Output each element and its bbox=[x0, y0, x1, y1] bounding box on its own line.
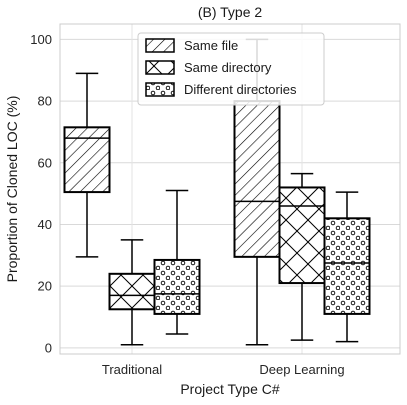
legend-label: Same directory bbox=[184, 60, 272, 75]
box-body bbox=[323, 217, 371, 315]
x-tick-label: Traditional bbox=[102, 362, 162, 377]
legend: Same file Same directory Different directo… bbox=[137, 32, 325, 106]
box-body bbox=[63, 126, 111, 194]
box-same-file-traditional bbox=[63, 72, 111, 258]
y-tick-label: 80 bbox=[38, 94, 52, 109]
y-tick-label: 20 bbox=[38, 279, 52, 294]
legend-swatch bbox=[145, 82, 175, 97]
box-different-directories-traditional bbox=[153, 189, 201, 335]
y-tick-label: 0 bbox=[45, 340, 52, 355]
x-axis-ticks: Traditional Deep Learning bbox=[102, 362, 345, 377]
box-body bbox=[153, 258, 201, 315]
y-tick-label: 40 bbox=[38, 217, 52, 232]
legend-label: Different directories bbox=[184, 82, 297, 97]
box-same-directory-traditional bbox=[108, 239, 156, 346]
legend-swatch bbox=[145, 38, 175, 53]
legend-frame bbox=[137, 32, 325, 106]
legend-swatch bbox=[145, 60, 175, 75]
y-tick-label: 100 bbox=[30, 32, 52, 47]
y-axis-label: Proportion of Cloned LOC (%) bbox=[4, 96, 20, 283]
x-axis-label: Project Type C# bbox=[180, 381, 280, 397]
box-same-file-deep-learning bbox=[233, 38, 281, 346]
chart-title: (B) Type 2 bbox=[198, 4, 263, 20]
x-tick-label: Deep Learning bbox=[259, 362, 344, 377]
y-tick-label: 60 bbox=[38, 155, 52, 170]
box-body bbox=[233, 100, 281, 258]
box-body bbox=[278, 186, 326, 285]
box-series bbox=[63, 38, 371, 346]
plot-area-frame bbox=[59, 23, 401, 355]
box-same-directory-deep-learning bbox=[278, 172, 326, 341]
legend-label: Same file bbox=[184, 38, 238, 53]
y-axis-ticks: 0 20 40 60 80 100 bbox=[30, 32, 52, 355]
box-body bbox=[108, 272, 156, 311]
box-different-directories-deep-learning bbox=[323, 191, 371, 343]
